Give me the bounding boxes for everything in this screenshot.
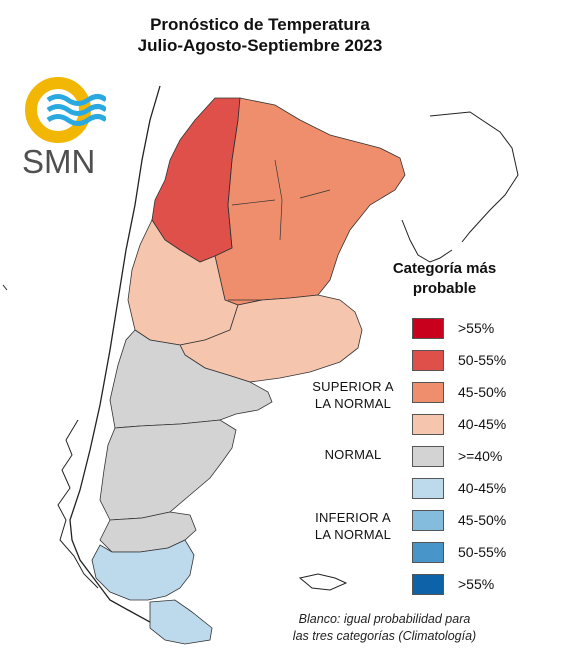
footnote: Blanco: igual probabilidad para las tres… — [262, 611, 507, 645]
legend-group-below-line1: INFERIOR A — [315, 510, 391, 525]
legend-group-above-line2: LA NORMAL — [314, 396, 392, 411]
legend-label: >=40% — [458, 448, 503, 464]
legend-label: 50-55% — [458, 544, 507, 560]
legend-label: 40-45% — [458, 480, 507, 496]
region-central-patagonia-normal — [99, 419, 237, 521]
legend-group-below-normal: INFERIOR A LA NORMAL — [298, 509, 408, 543]
legend-swatch — [412, 446, 444, 467]
legend-label: 40-45% — [458, 416, 507, 432]
legend-label: 45-50% — [458, 384, 507, 400]
legend-swatch — [412, 414, 444, 435]
legend-swatch — [412, 382, 444, 403]
legend-row: 45-50% — [0, 507, 587, 535]
legend-label: >55% — [458, 320, 495, 336]
legend-swatch — [412, 510, 444, 531]
legend-title-line1: Categoría más — [392, 260, 497, 277]
legend-swatch — [412, 478, 444, 499]
footnote-line2: las tres categorías (Climatología) — [292, 629, 477, 643]
legend-group-below-line2: LA NORMAL — [314, 527, 392, 542]
uruguay-outline — [401, 219, 453, 263]
legend-swatch — [412, 318, 444, 339]
smn-sun-waves-logo-icon — [25, 77, 106, 143]
legend-row: 40-45% — [0, 411, 587, 439]
legend-group-above-line1: SUPERIOR A — [312, 379, 394, 394]
legend-group-normal-line1: NORMAL — [324, 447, 382, 462]
legend-swatch — [412, 350, 444, 371]
map-title-line1: Pronóstico de Temperatura — [150, 15, 370, 34]
legend-row: 50-55% — [0, 347, 587, 375]
map-title-line2: Julio-Agosto-Septiembre 2023 — [137, 36, 383, 55]
legend-label: 50-55% — [458, 352, 507, 368]
legend-row: 40-45% — [0, 475, 587, 503]
legend-label: >55% — [458, 576, 495, 592]
legend-group-above-normal: SUPERIOR A LA NORMAL — [298, 378, 408, 412]
legend-row: 45-50% — [0, 379, 587, 407]
legend-title: Categoría más probable — [362, 259, 527, 299]
brazil-coastline — [429, 111, 519, 243]
chile-islands — [57, 419, 99, 589]
legend-row: 50-55% — [0, 539, 587, 567]
chile-coastline — [69, 85, 169, 635]
legend-row: >55% — [0, 315, 587, 343]
footnote-line1: Blanco: igual probabilidad para — [298, 612, 471, 626]
region-south-patagonia-below-40-45 — [91, 539, 195, 601]
region-north-patagonia-normal — [109, 329, 273, 429]
region-tierra-del-fuego-below-40-45 — [149, 599, 213, 645]
smn-logo-text: SMN — [22, 143, 96, 180]
islas-malvinas — [298, 573, 348, 591]
map-title: Pronóstico de Temperatura Julio-Agosto-S… — [60, 14, 460, 56]
legend-title-line2: probable — [412, 280, 477, 297]
legend-swatch — [412, 574, 444, 595]
region-northwest-50-55 — [151, 97, 241, 263]
legend-row: >55% — [0, 571, 587, 599]
legend-label: 45-50% — [458, 512, 507, 528]
legend-group-normal: NORMAL — [298, 446, 408, 463]
legend-swatch — [412, 542, 444, 563]
legend-row: >=40% — [0, 443, 587, 471]
